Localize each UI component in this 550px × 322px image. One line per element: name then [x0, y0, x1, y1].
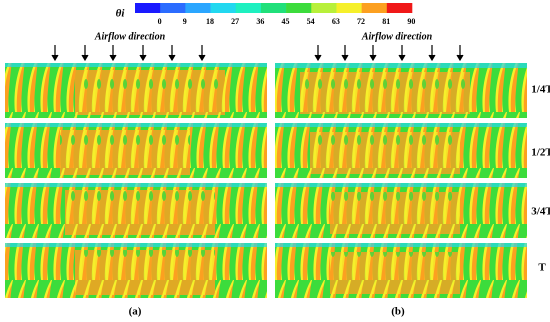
colorbar-segment	[135, 3, 161, 13]
colorbar-tick-label: 45	[282, 17, 290, 26]
row-label: T	[538, 262, 546, 274]
colorbar-segment	[210, 3, 237, 13]
row-label: 1/2T	[531, 147, 550, 159]
colorbar-segment	[361, 3, 388, 13]
colorbar-tick-label: 0	[158, 17, 162, 26]
colorbar-tick-label: 18	[206, 17, 214, 26]
colorbar-tick-label: 36	[256, 17, 264, 26]
airflow-label: Airflow direction	[361, 31, 433, 42]
panel-label: (b)	[391, 306, 405, 318]
airflow-arrows	[51, 45, 464, 62]
colorbar-segment	[386, 3, 413, 13]
row-label: 1/4T	[531, 84, 550, 96]
colorbar-tick-label: 63	[332, 17, 340, 26]
contour-panels	[5, 63, 527, 298]
colorbar-tick-label: 54	[307, 17, 315, 26]
row-label: 3/4T	[531, 206, 550, 218]
panel-column-b	[275, 63, 527, 298]
colorbar-segment	[286, 3, 312, 13]
panel-column-a	[5, 63, 267, 298]
colorbar-segment	[336, 3, 362, 13]
colorbar-segment	[160, 3, 186, 13]
colorbar-tick-label: 81	[382, 17, 390, 26]
colorbar-segment	[235, 3, 262, 13]
colorbar-segment	[185, 3, 211, 13]
colorbar-tick-label: 90	[407, 17, 415, 26]
colorbar-tick-label: 9	[183, 17, 187, 26]
colorbar-segment	[311, 3, 337, 13]
colorbar-tick-label: 72	[357, 17, 365, 26]
colorbar-tick-label: 27	[231, 17, 239, 26]
panel-label: (a)	[129, 306, 142, 318]
colorbar-label: θi	[116, 8, 126, 20]
airflow-label: Airflow direction	[94, 31, 166, 42]
colorbar-segment	[260, 3, 287, 13]
